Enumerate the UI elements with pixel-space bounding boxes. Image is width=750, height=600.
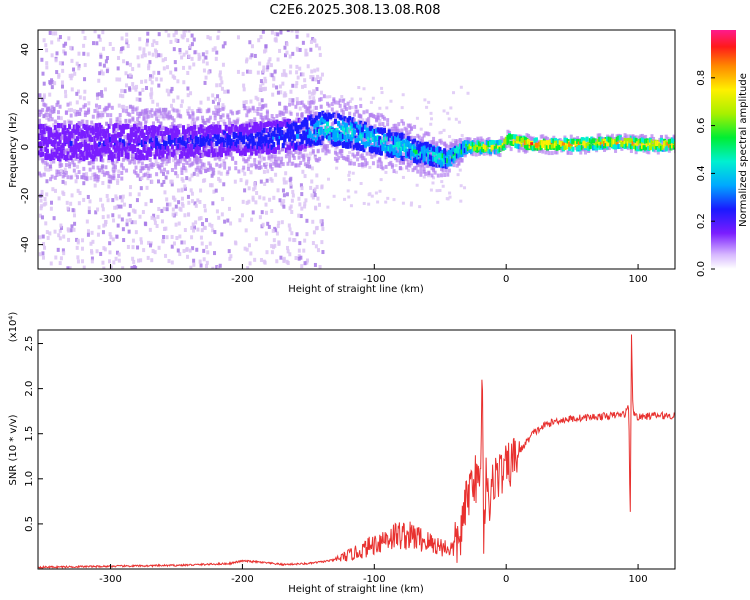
y-tick-label: -40 <box>20 236 31 252</box>
x-tick-label: -100 <box>363 574 386 585</box>
colorbar-tick-label: 0.4 <box>696 165 707 181</box>
x-tick-label: 100 <box>629 574 648 585</box>
y-tick-label: 2.0 <box>24 381 35 397</box>
x-tick-label: 0 <box>503 274 509 285</box>
y-tick-label: 40 <box>20 43 31 56</box>
spectrogram-y-label: Frequency (Hz) <box>8 112 19 188</box>
snr-y-axis: 0.5 1.0 1.5 2.0 2.5 <box>24 336 43 532</box>
snr-x-axis: -300 -200 -100 0 100 <box>99 564 648 585</box>
y-tick-label: 0 <box>20 144 31 150</box>
x-tick-label: -200 <box>231 574 254 585</box>
y-tick-label: 20 <box>20 92 31 105</box>
y-tick-label: 2.5 <box>24 336 35 352</box>
spectrogram-x-label: Height of straight line (km) <box>288 284 424 295</box>
snr-x-label: Height of straight line (km) <box>288 584 424 595</box>
colorbar-gradient <box>711 30 736 269</box>
y-tick-label: -20 <box>20 188 31 204</box>
colorbar-axis: 0.0 0.2 0.4 0.6 0.8 <box>696 70 715 277</box>
x-tick-label: -100 <box>363 274 386 285</box>
x-tick-label: -300 <box>99 274 122 285</box>
colorbar-tick-label: 0.6 <box>696 118 707 134</box>
colorbar-tick-label: 0.2 <box>696 213 707 229</box>
colorbar-label: Normalized spectral amplitude <box>738 73 749 227</box>
y-tick-label: 0.5 <box>24 516 35 532</box>
spectrogram-heat <box>38 30 675 269</box>
x-tick-label: 0 <box>503 574 509 585</box>
snr-frame <box>37 329 676 570</box>
snr-line <box>38 334 675 569</box>
y-tick-label: 1.5 <box>24 426 35 442</box>
spectrogram-y-axis: -40 -20 0 20 40 <box>20 43 43 253</box>
y-tick-label: 1.0 <box>24 471 35 487</box>
snr-scale-note: (x10⁴) <box>8 312 19 343</box>
colorbar-tick-label: 0.8 <box>696 70 707 86</box>
colorbar-tick-label: 0.0 <box>696 261 707 277</box>
x-tick-label: -200 <box>231 274 254 285</box>
chart-title: C2E6.2025.308.13.08.R08 <box>269 3 440 18</box>
spectrogram-x-axis: -300 -200 -100 0 100 <box>99 264 648 285</box>
snr-panel: -300 -200 -100 0 100 0.5 1.0 1.5 2.0 2.5 Height … <box>8 312 676 595</box>
snr-y-label: SNR (10 * v/v) <box>8 414 19 485</box>
x-tick-label: 100 <box>629 274 648 285</box>
x-tick-label: -300 <box>99 574 122 585</box>
spectrogram-frame <box>37 29 676 270</box>
colorbar: 0.0 0.2 0.4 0.6 0.8 Normalized spectral ampl… <box>696 30 749 277</box>
